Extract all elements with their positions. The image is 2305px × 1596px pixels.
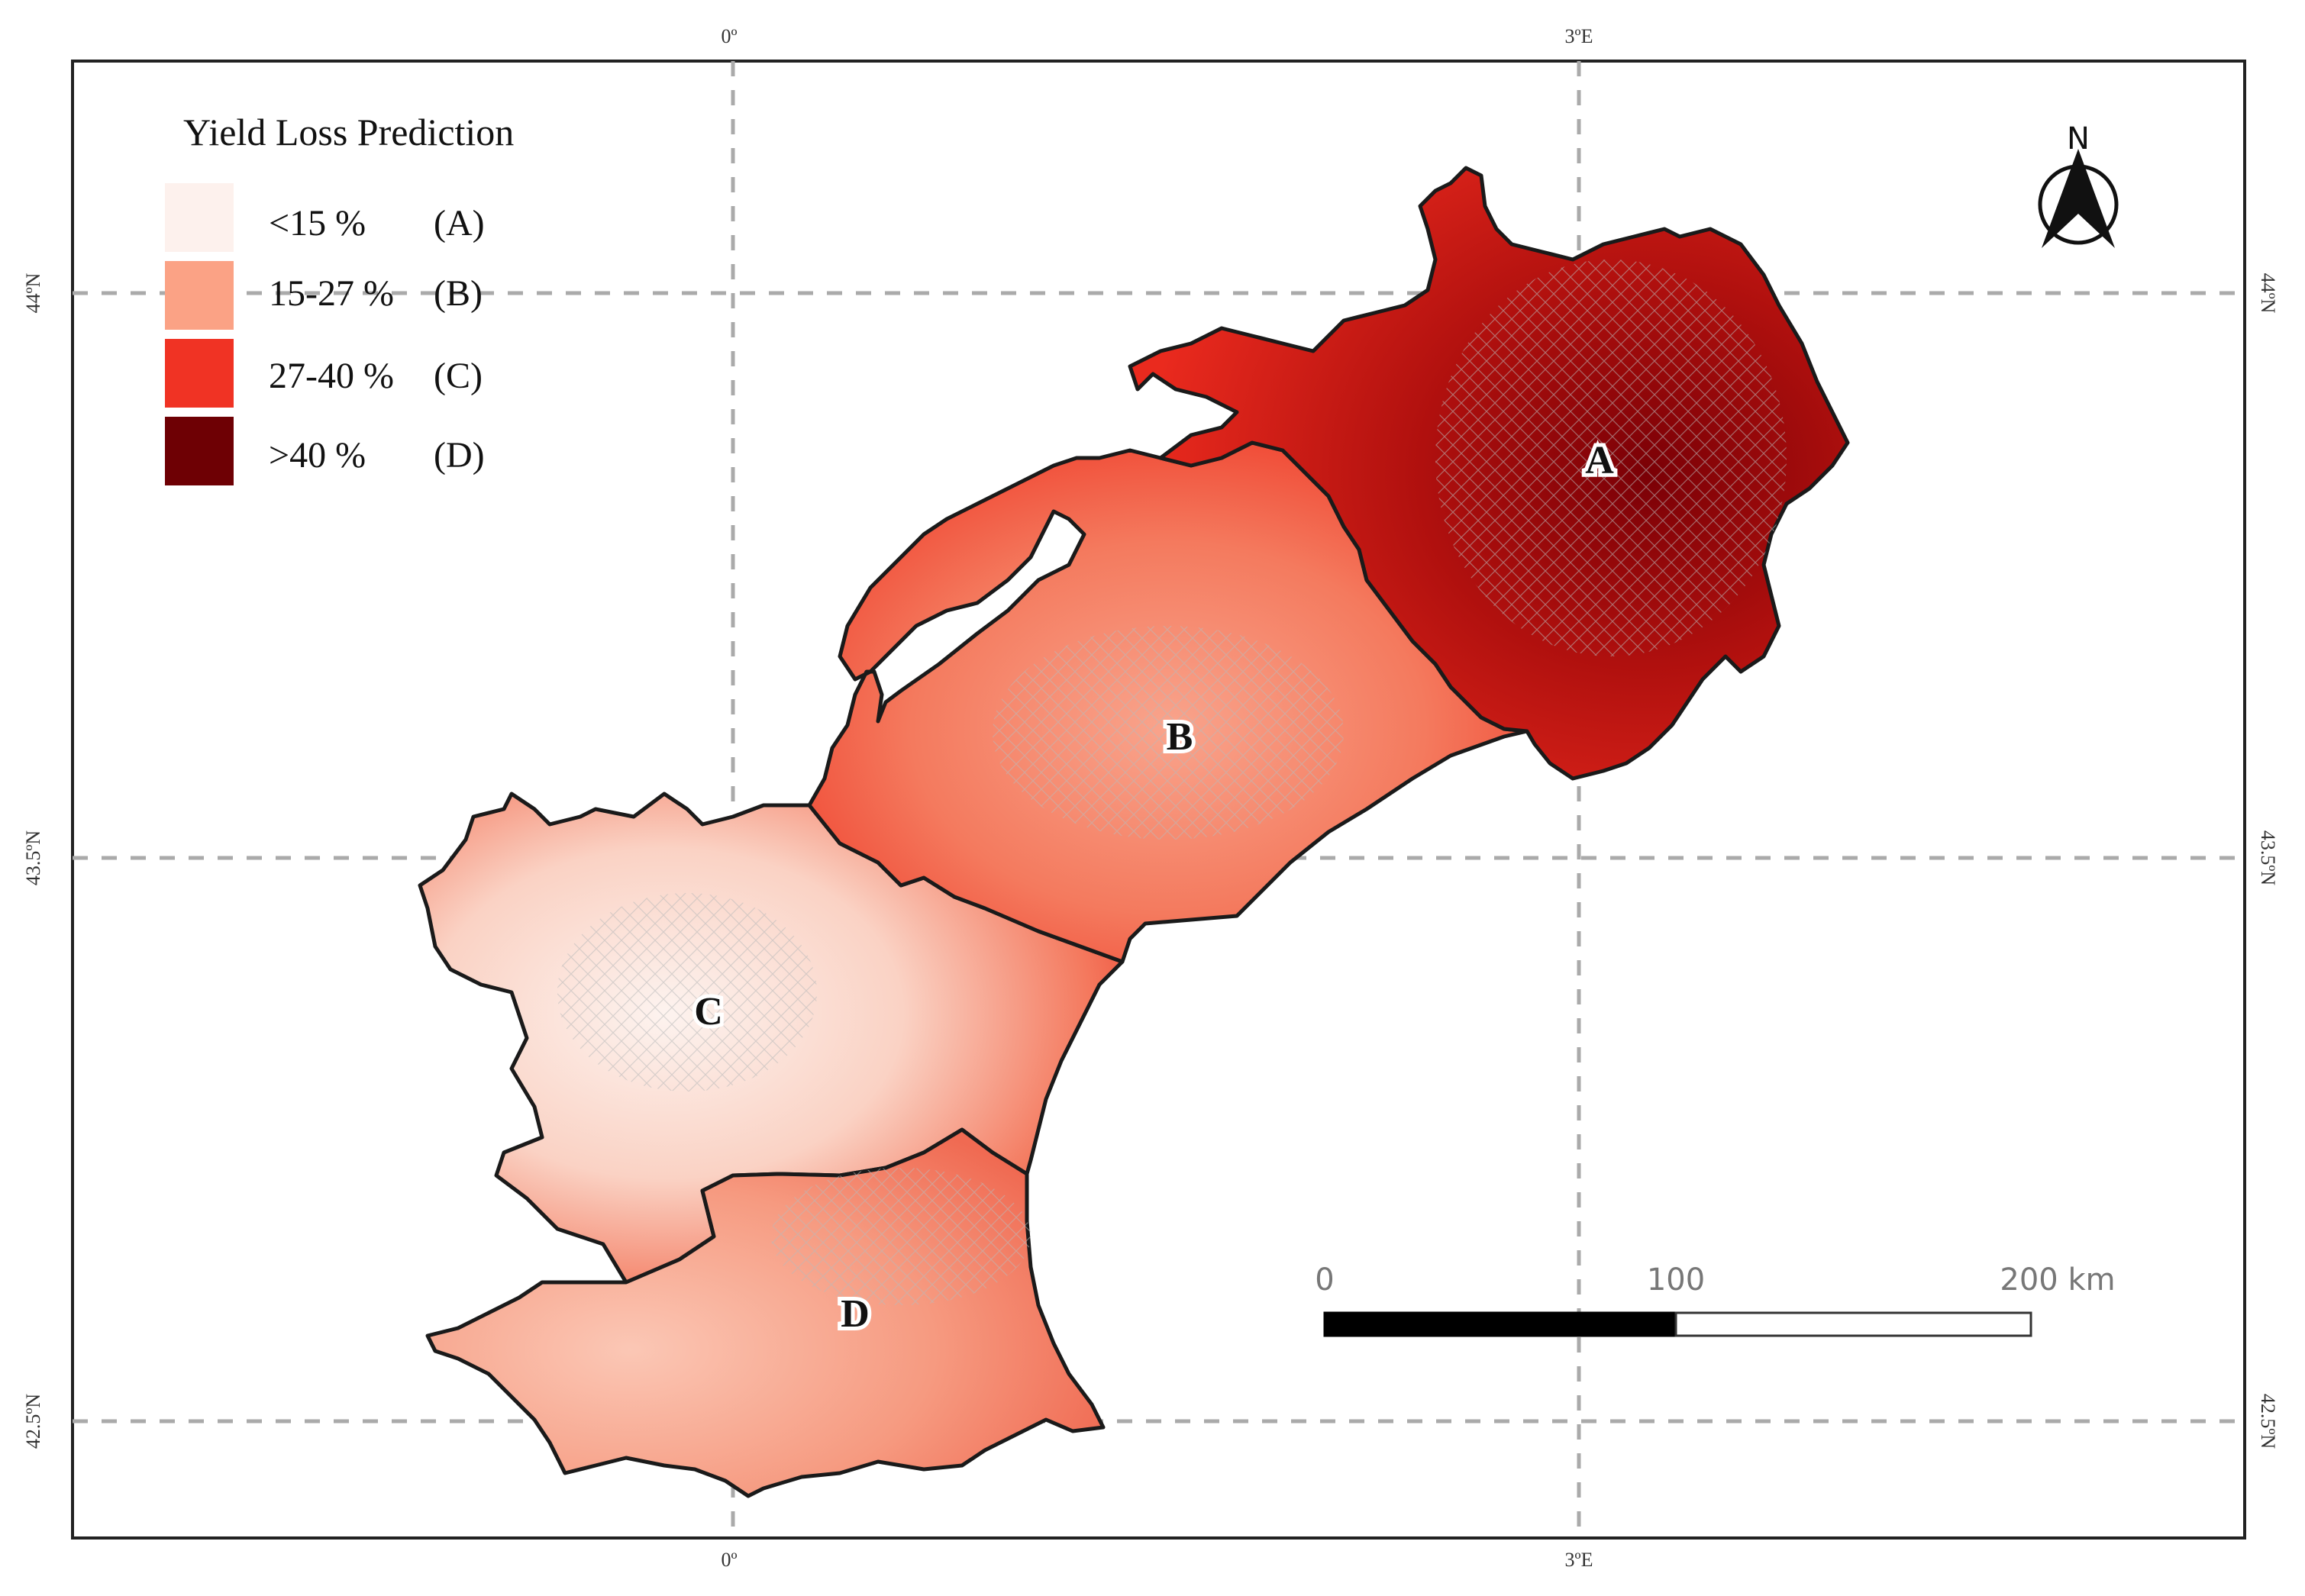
lat-label-left-43-5n: 43.5ºN <box>22 830 44 886</box>
legend-zone-2: (B) <box>434 273 483 314</box>
lat-label-right-43-5n: 43.5ºN <box>2257 830 2279 886</box>
legend-zone-1: (A) <box>434 203 485 243</box>
lon-label-top-3e: 3ºE <box>1565 25 1593 47</box>
legend-range-3: 27-40 % <box>269 356 394 396</box>
map-frame <box>71 60 2246 1540</box>
graticule-labels: 0º 3ºE 0º 3ºE 44ºN 43.5ºN 42.5ºN 44ºN 43… <box>22 25 2279 1571</box>
density-cluster-b <box>993 626 1344 840</box>
region-label-d: D <box>841 1292 870 1336</box>
lon-label-bottom-3e: 3ºE <box>1565 1549 1593 1571</box>
north-arrow-icon <box>2042 149 2115 248</box>
legend-range-1: <15 % <box>269 203 366 243</box>
region-label-a: A <box>1585 439 1614 482</box>
scale-tick-0: 0 <box>1315 1262 1334 1298</box>
scale-tick-200: 200 km <box>2000 1262 2115 1298</box>
lon-label-top-0: 0º <box>721 25 737 47</box>
scale-bar-black-segment <box>1323 1311 1677 1337</box>
legend-range-4: >40 % <box>269 435 366 476</box>
lon-label-bottom-0: 0º <box>721 1549 737 1571</box>
scale-bar-white-segment <box>1674 1311 2032 1337</box>
scale-bar: 0 100 200 km <box>1315 1262 2116 1337</box>
scale-tick-100: 100 <box>1647 1262 1705 1298</box>
legend-zone-4: (D) <box>434 435 485 476</box>
region-label-c: C <box>694 990 723 1033</box>
sample-density-overlay <box>557 260 1787 1305</box>
lat-label-right-42-5n: 42.5ºN <box>2257 1394 2279 1449</box>
legend: Yield Loss Prediction <15 % (A) 15-27 % … <box>165 111 514 485</box>
north-arrow-label: N <box>2067 121 2090 156</box>
density-cluster-c <box>557 893 817 1091</box>
lat-label-right-44n: 44ºN <box>2257 273 2279 314</box>
region-labels: A B C D <box>690 435 1618 1340</box>
legend-swatch-2 <box>165 261 234 330</box>
legend-zone-3: (C) <box>434 356 483 396</box>
legend-swatch-4 <box>165 417 234 485</box>
lat-label-left-42-5n: 42.5ºN <box>22 1394 44 1449</box>
lat-label-left-44n: 44ºN <box>22 272 44 313</box>
legend-range-2: 15-27 % <box>269 273 394 314</box>
legend-swatch-1 <box>165 183 234 252</box>
legend-title: Yield Loss Prediction <box>183 111 514 153</box>
north-arrow: N <box>2038 121 2119 248</box>
density-cluster-a <box>1435 260 1787 656</box>
legend-swatch-3 <box>165 339 234 408</box>
density-cluster-d <box>771 1168 1031 1305</box>
region-label-b: B <box>1167 715 1193 759</box>
